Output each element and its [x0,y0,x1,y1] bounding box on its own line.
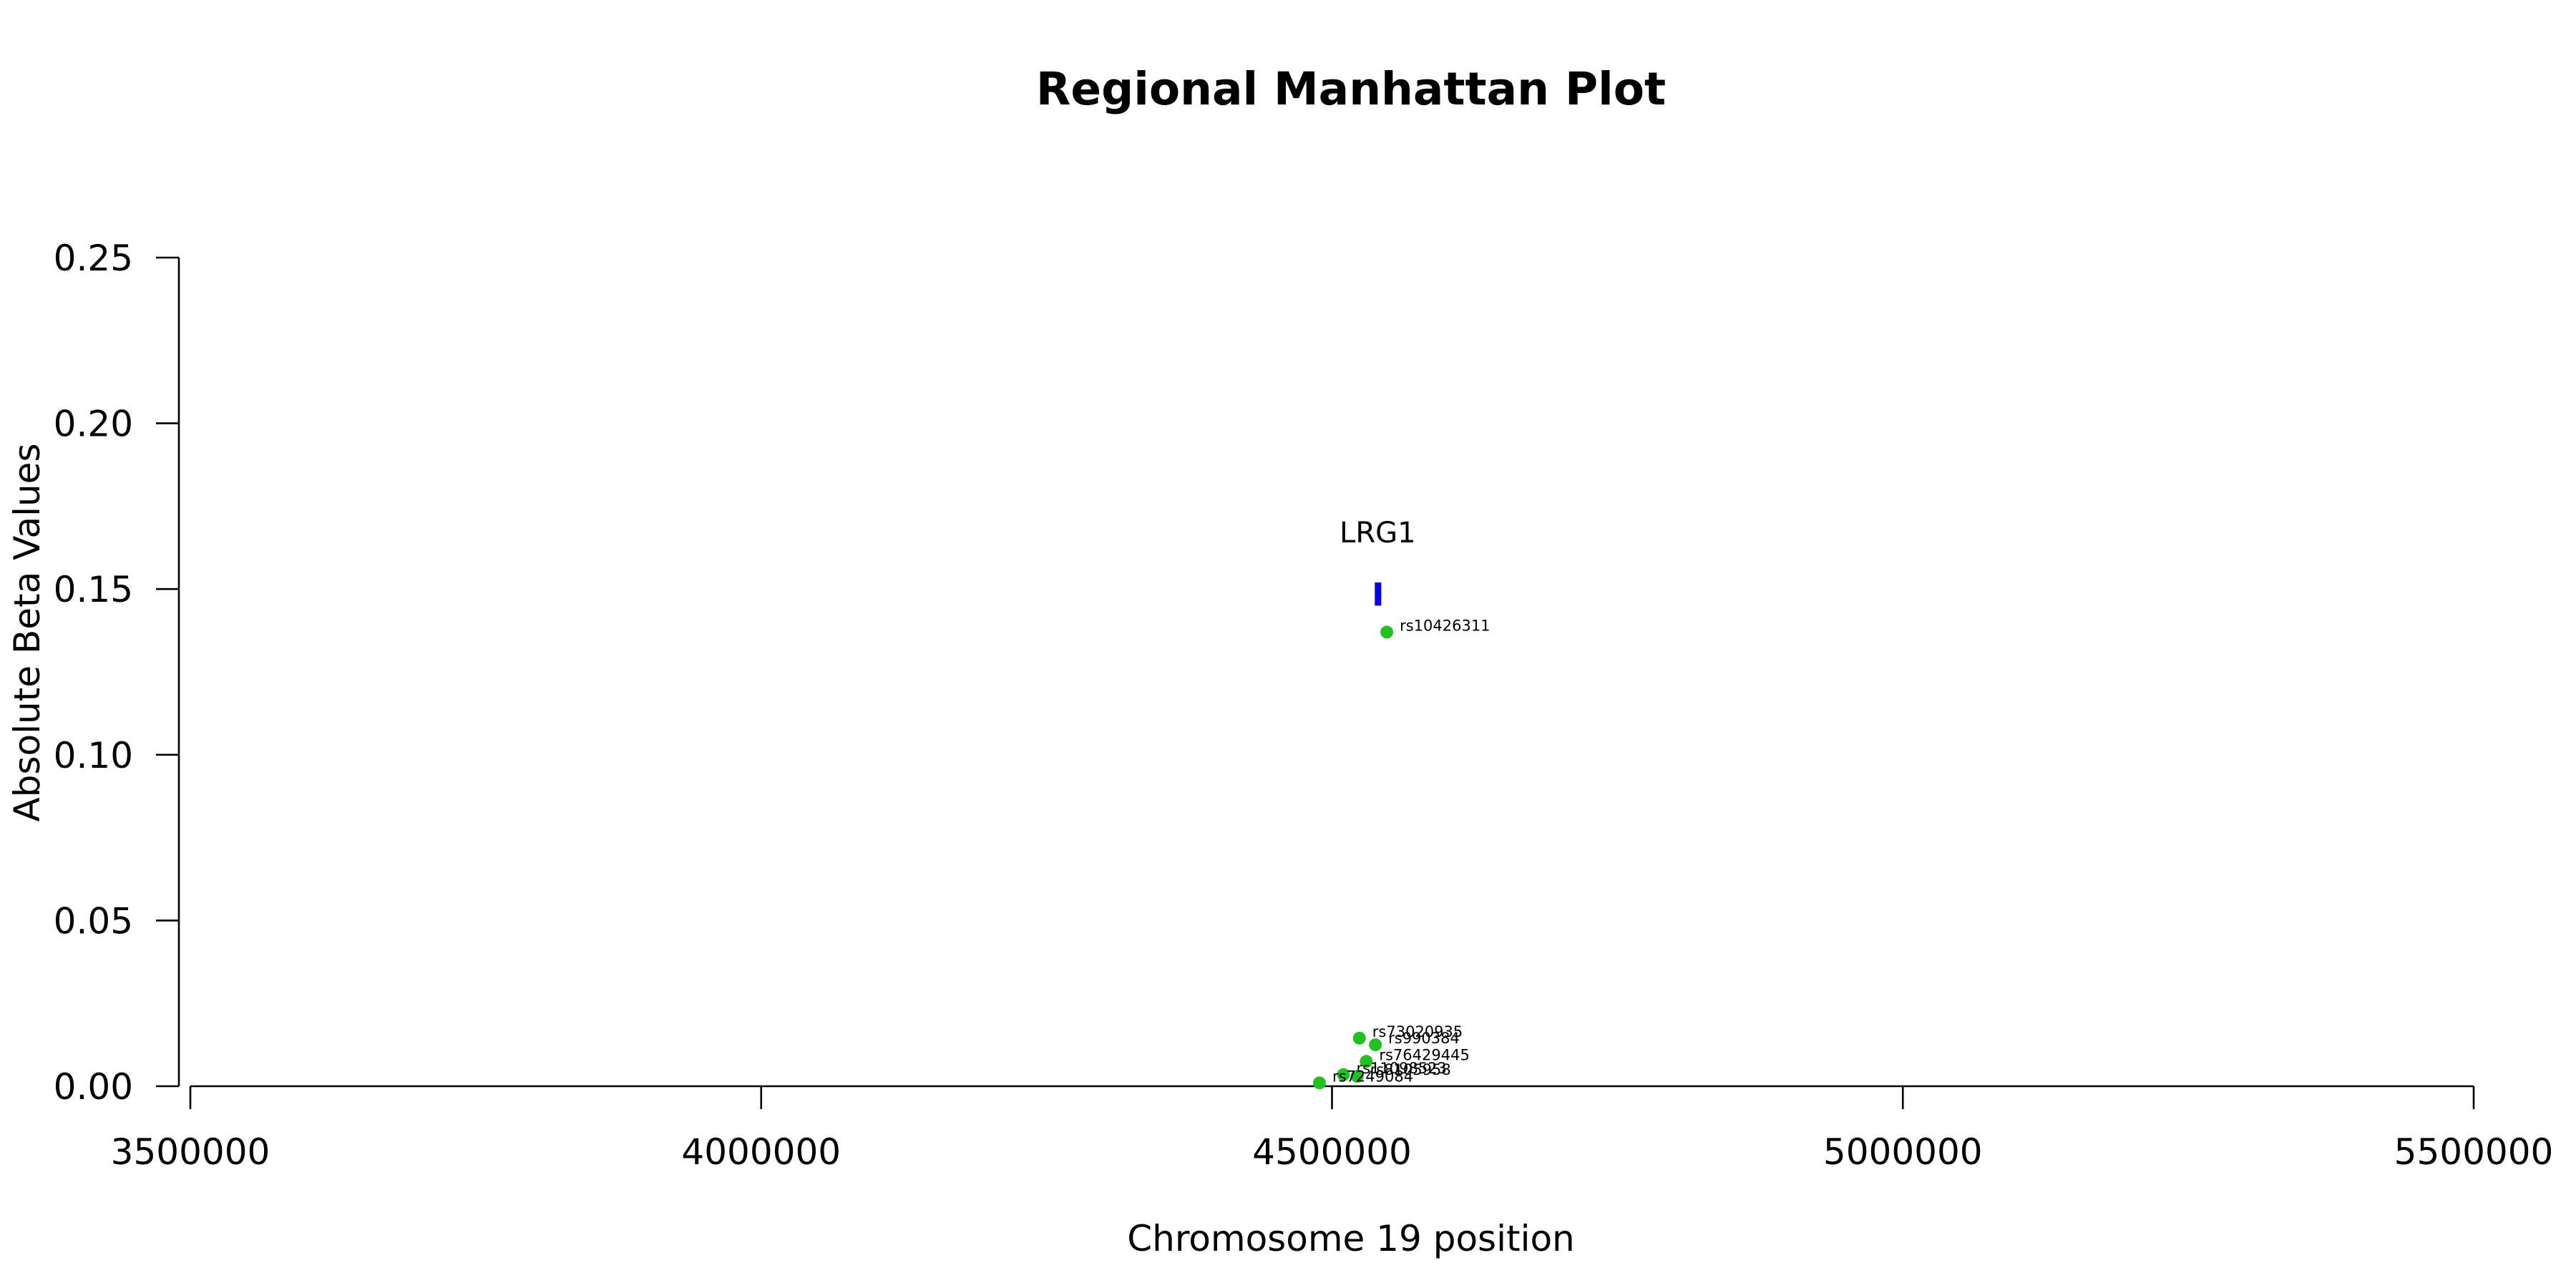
x-tick-label: 4000000 [681,1131,841,1173]
y-tick-label: 0.05 [54,900,133,942]
gene-marker-lrg1 [1375,582,1382,606]
snp-points: rs10426311rs73020935rs990384rs76429445rs… [1312,617,1491,1090]
x-tick-label: 5000000 [1823,1131,1983,1173]
snp-label: rs76429445 [1379,1046,1469,1063]
snp-label: rs7249084 [1332,1068,1413,1085]
y-tick-label: 0.15 [54,569,133,610]
snp-point [1312,1076,1326,1090]
y-axis-ticks: 0.00 0.05 0.10 0.15 0.20 0.25 [54,238,179,1108]
x-axis-ticks: 3500000 4000000 4500000 5000000 5500000 [111,1086,2554,1173]
snp-label: rs10426311 [1400,617,1490,634]
snp-point [1380,625,1394,639]
x-axis-title: Chromosome 19 position [1127,1218,1575,1259]
snp-point [1350,1070,1364,1083]
snp-label: rs11098523 [1356,1060,1446,1077]
snp-label: rs73020935 [1372,1023,1463,1040]
snp-label: rs990384 [1388,1030,1460,1047]
snp-point [1352,1031,1366,1045]
y-tick-label: 0.20 [54,404,133,445]
x-tick-label: 5500000 [2394,1131,2554,1173]
y-axis-title: Absolute Beta Values [6,444,48,822]
y-tick-label: 0.00 [54,1066,133,1108]
gene-annotation: LRG1 [1340,517,1416,606]
x-tick-label: 4500000 [1252,1131,1412,1173]
snp-point [1369,1038,1382,1052]
x-tick-label: 3500000 [111,1131,270,1173]
y-tick-label: 0.10 [54,735,133,776]
y-tick-label: 0.25 [54,238,133,279]
snp-label: rs8105958 [1370,1061,1451,1078]
gene-label-lrg1: LRG1 [1340,517,1416,550]
chart-title: Regional Manhattan Plot [1036,63,1666,115]
snp-point [1337,1068,1350,1081]
snp-point [1360,1055,1373,1068]
